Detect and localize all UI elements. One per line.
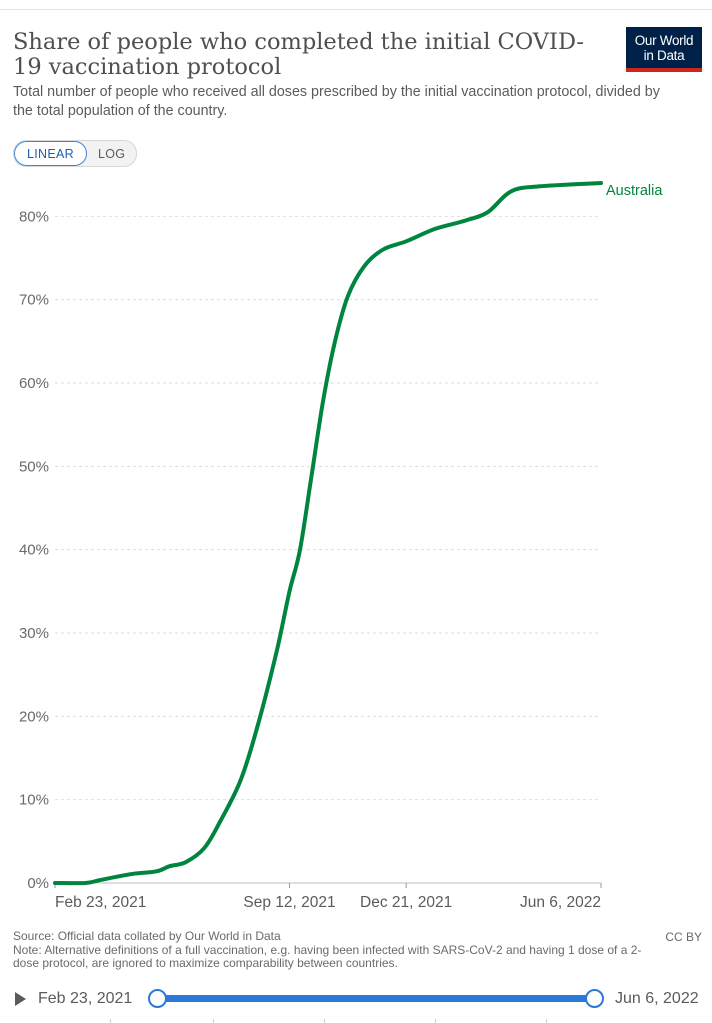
series-label: Australia bbox=[606, 183, 663, 199]
series-line-australia bbox=[53, 181, 603, 886]
play-icon[interactable] bbox=[15, 992, 26, 1006]
line-chart: 0% 10% 20% 30% 40% 50% 60% 70% 80% Feb 23, 2021 S… bbox=[19, 181, 663, 911]
timeline-start-label: Feb 23, 2021 bbox=[38, 990, 133, 1007]
y-tick-label: 70% bbox=[19, 292, 49, 309]
linear-scale-button[interactable]: LINEAR bbox=[14, 141, 87, 166]
chart-subtitle: Total number of people who received all … bbox=[13, 84, 660, 119]
tab-divider bbox=[110, 1019, 712, 1023]
timeline: Feb 23, 2021 Jun 6, 2022 bbox=[0, 985, 712, 1015]
x-axis-ticks: Feb 23, 2021 Sep 12, 2021 Dec 21, 2021 Jun … bbox=[54, 883, 602, 911]
log-scale-button[interactable]: LOG bbox=[87, 141, 136, 166]
y-tick-label: 10% bbox=[19, 792, 49, 809]
x-tick-label: Sep 12, 2021 bbox=[243, 894, 335, 911]
chart-footer: Source: Official data collated by Our Wo… bbox=[13, 929, 653, 971]
timeline-end-label: Jun 6, 2022 bbox=[615, 990, 699, 1007]
y-tick-label: 50% bbox=[19, 458, 49, 475]
timeline-start-handle[interactable] bbox=[148, 989, 167, 1008]
x-tick-label: Feb 23, 2021 bbox=[55, 894, 146, 911]
logo-line-2: in Data bbox=[643, 48, 685, 63]
y-tick-label: 40% bbox=[19, 542, 49, 559]
y-tick-label: 20% bbox=[19, 708, 49, 725]
top-edge bbox=[0, 0, 712, 10]
timeline-track[interactable] bbox=[157, 995, 594, 1002]
y-tick-label: 80% bbox=[19, 208, 49, 225]
y-tick-label: 0% bbox=[27, 875, 49, 892]
logo-line-1: Our World bbox=[634, 33, 694, 48]
x-tick-label: Dec 21, 2021 bbox=[360, 894, 452, 911]
scale-toggle: LINEAR LOG bbox=[13, 140, 138, 167]
chart-title: Share of people who completed the initia… bbox=[13, 29, 585, 80]
y-tick-label: 30% bbox=[19, 625, 49, 642]
note-text: Note: Alternative definitions of a full … bbox=[13, 942, 642, 970]
series-lines: Australia bbox=[53, 181, 663, 886]
x-tick-label: Jun 6, 2022 bbox=[520, 894, 601, 911]
license-link[interactable]: CC BY bbox=[665, 930, 702, 944]
owid-logo[interactable]: Our World in Data bbox=[626, 27, 702, 72]
y-axis-ticks: 0% 10% 20% 30% 40% 50% 60% 70% 80% bbox=[19, 208, 49, 892]
y-tick-label: 60% bbox=[19, 375, 49, 392]
grid bbox=[55, 215, 601, 884]
timeline-end-handle[interactable] bbox=[585, 989, 604, 1008]
source-text: Source: Official data collated by Our Wo… bbox=[13, 929, 281, 943]
